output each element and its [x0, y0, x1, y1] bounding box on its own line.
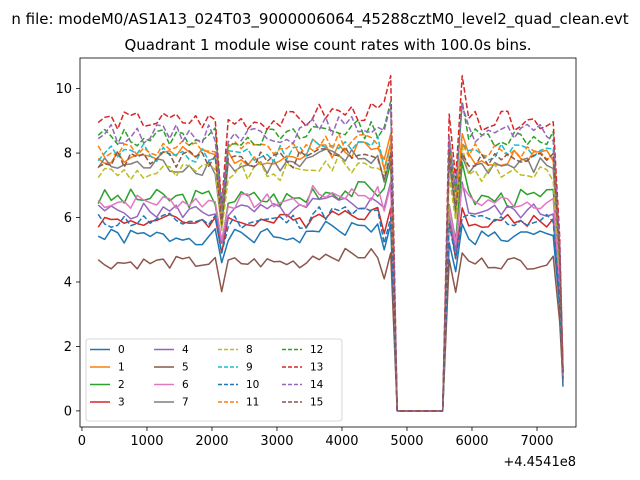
- series-line-14: [97, 103, 564, 412]
- legend-label-8: 8: [246, 344, 253, 356]
- y-axis: 0 2 4 6 8 10: [55, 82, 80, 419]
- series-line-4: [97, 181, 564, 412]
- series-line-7: [97, 148, 564, 412]
- legend-label-6: 6: [182, 379, 189, 391]
- series-line-13: [97, 74, 564, 412]
- legend-label-11: 11: [246, 397, 259, 409]
- y-tick-label: 2: [64, 340, 72, 355]
- legend-label-12: 12: [310, 344, 323, 356]
- y-tick-label: 0: [64, 404, 72, 419]
- legend-label-15: 15: [310, 397, 323, 409]
- legend-label-4: 4: [182, 344, 189, 356]
- series-line-0: [97, 220, 564, 412]
- x-tick-label: 1000: [130, 434, 163, 449]
- x-tick-label: 4000: [325, 434, 358, 449]
- legend-label-2: 2: [118, 379, 125, 391]
- figure-suptitle: n file: modeM0/AS1A13_024T03_9000006064_…: [11, 10, 628, 29]
- legend-label-1: 1: [118, 362, 125, 374]
- chart-title: Quadrant 1 module wise count rates with …: [124, 36, 531, 54]
- x-axis: 0 1000 2000 3000 4000 5000 6000 7000: [78, 427, 554, 449]
- y-tick-label: 8: [64, 147, 72, 162]
- x-axis-offset-text: +4.4541e8: [503, 455, 576, 470]
- series-line-3: [97, 206, 564, 412]
- series-line-11: [97, 132, 564, 412]
- series-layer: [97, 74, 564, 412]
- x-tick-label: 3000: [260, 434, 293, 449]
- legend-label-13: 13: [310, 362, 323, 374]
- series-line-8: [97, 145, 564, 412]
- legend-label-10: 10: [246, 379, 259, 391]
- x-tick-label: 2000: [195, 434, 228, 449]
- legend-label-3: 3: [118, 397, 125, 409]
- legend-label-0: 0: [118, 344, 125, 356]
- y-tick-label: 10: [55, 82, 72, 97]
- legend-label-14: 14: [310, 379, 324, 391]
- legend-box: [85, 338, 343, 422]
- legend-label-9: 9: [246, 362, 253, 374]
- series-line-5: [97, 247, 564, 412]
- x-tick-label: 7000: [520, 434, 553, 449]
- series-line-15: [97, 146, 564, 412]
- y-tick-label: 6: [64, 211, 72, 226]
- plot-frame: [79, 57, 577, 428]
- series-line-10: [97, 206, 564, 412]
- series-line-6: [97, 184, 564, 412]
- x-tick-label: 6000: [455, 434, 488, 449]
- x-tick-label: 5000: [390, 434, 423, 449]
- legend-label-7: 7: [182, 397, 189, 409]
- series-line-2: [97, 161, 564, 412]
- y-tick-label: 4: [64, 275, 72, 290]
- legend-label-5: 5: [182, 362, 189, 374]
- x-tick-label: 0: [78, 434, 86, 449]
